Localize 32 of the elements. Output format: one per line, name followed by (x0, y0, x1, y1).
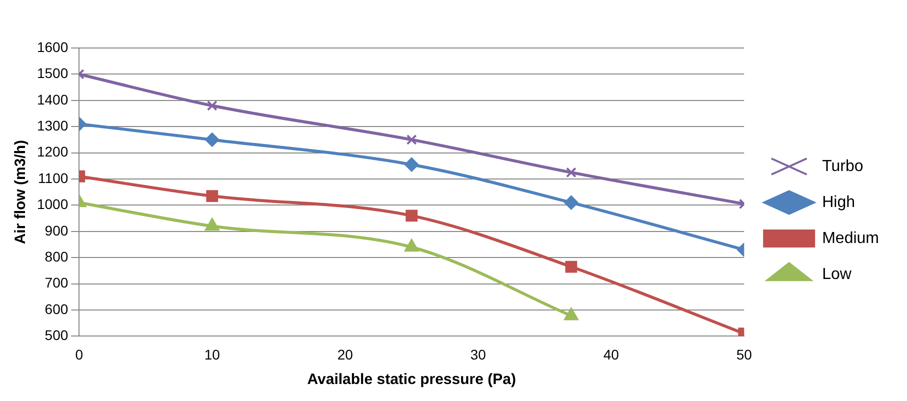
x-axis-title: Available static pressure (Pa) (307, 371, 516, 388)
x-tick-label: 30 (470, 346, 486, 362)
y-tick-label: 1400 (36, 91, 68, 108)
point (564, 196, 578, 210)
y-tick-label: 700 (44, 274, 68, 291)
y-tick-label: 1200 (36, 144, 68, 160)
legend-label: Low (822, 266, 852, 283)
y-tick-label: 900 (44, 222, 68, 238)
x-tick-label: 10 (204, 346, 220, 362)
y-tick-label: 1100 (38, 170, 68, 186)
legend-label: Turbo (822, 158, 864, 175)
y-tick-label: 1500 (36, 65, 68, 82)
x-tick-label: 50 (736, 346, 752, 362)
y-tick-label: 800 (44, 248, 68, 264)
y-axis-title: Air flow (m3/h) (12, 140, 30, 244)
legend-label: High (822, 194, 855, 211)
y-tick-label: 1300 (36, 117, 68, 134)
point (406, 210, 418, 222)
point (406, 134, 417, 145)
legend-label: Medium (822, 230, 879, 247)
point (565, 260, 578, 273)
y-tick-label: 500 (44, 327, 68, 344)
point (404, 239, 419, 252)
x-tick-label: 0 (75, 346, 84, 362)
x-tick-label: 40 (603, 346, 620, 362)
point (564, 308, 578, 320)
x-tick-label: 20 (337, 346, 354, 362)
point (566, 167, 576, 178)
y-tick-label: 600 (44, 300, 68, 317)
y-tick-label: 1000 (36, 196, 68, 212)
point (404, 158, 419, 172)
y-tick-label: 1600 (36, 38, 68, 55)
